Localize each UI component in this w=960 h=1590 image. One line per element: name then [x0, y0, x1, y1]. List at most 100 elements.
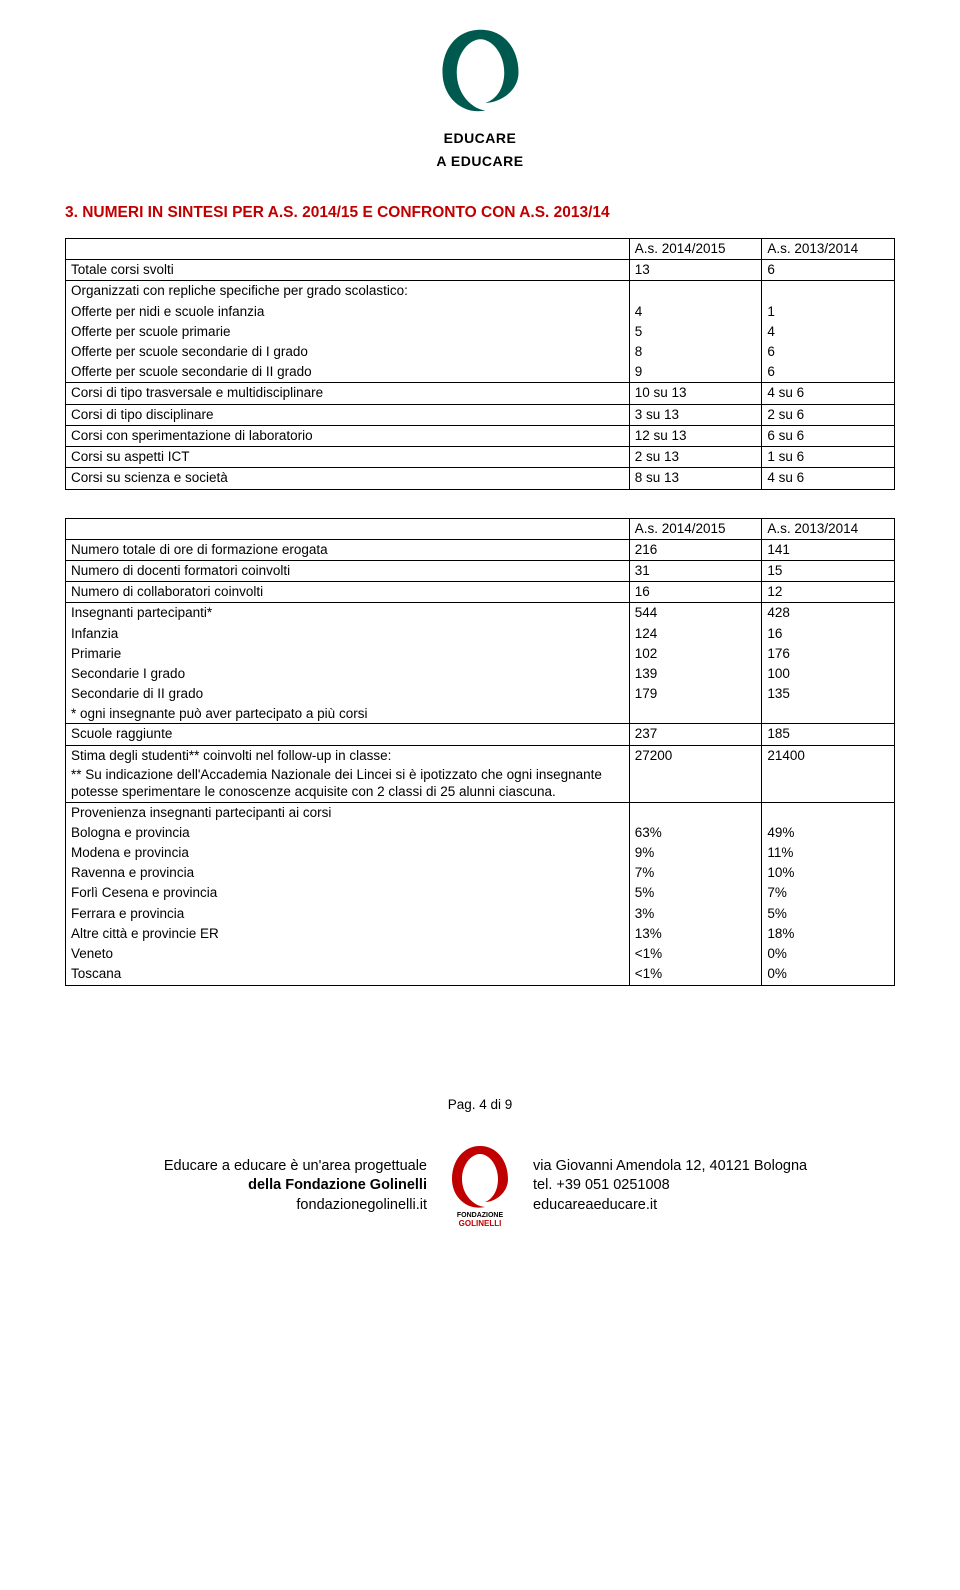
row-label: Infanzia	[66, 624, 630, 644]
table-row: * ogni insegnante può aver partecipato a…	[66, 705, 895, 724]
row-value-b	[762, 802, 895, 823]
row-value-b: 6 su 6	[762, 425, 895, 446]
table-header: A.s. 2014/2015	[629, 238, 762, 259]
row-label: * ogni insegnante può aver partecipato a…	[66, 705, 630, 724]
table-row: Modena e provincia9%11%	[66, 843, 895, 863]
summary-table-2: A.s. 2014/2015A.s. 2013/2014Numero total…	[65, 518, 895, 986]
page-footer: Educare a educare è un'area progettuale …	[65, 1144, 895, 1229]
row-value-b: 141	[762, 539, 895, 560]
row-value-b: 16	[762, 624, 895, 644]
row-value-a: 31	[629, 560, 762, 581]
table-row: ** Su indicazione dell'Accademia Naziona…	[66, 766, 895, 802]
summary-table-1: A.s. 2014/2015A.s. 2013/2014Totale corsi…	[65, 238, 895, 490]
row-value-b: 12	[762, 582, 895, 603]
footer-left-line2: della Fondazione Golinelli	[65, 1176, 427, 1196]
row-value-a: <1%	[629, 964, 762, 985]
table-row: Altre città e provincie ER13%18%	[66, 924, 895, 944]
row-value-b: 135	[762, 684, 895, 704]
table-row: Bologna e provincia63%49%	[66, 823, 895, 843]
row-value-a: 102	[629, 644, 762, 664]
row-label: Secondarie I grado	[66, 664, 630, 684]
row-value-a: 216	[629, 539, 762, 560]
row-value-a: 179	[629, 684, 762, 704]
row-label: ** Su indicazione dell'Accademia Naziona…	[66, 766, 630, 802]
row-value-a	[629, 281, 762, 302]
row-value-b: 21400	[762, 745, 895, 766]
table-row: Secondarie I grado139100	[66, 664, 895, 684]
row-value-b	[762, 281, 895, 302]
row-label: Altre città e provincie ER	[66, 924, 630, 944]
row-value-b: 185	[762, 724, 895, 745]
footer-left: Educare a educare è un'area progettuale …	[65, 1157, 427, 1216]
row-value-b: 4	[762, 322, 895, 342]
row-value-a: 4	[629, 302, 762, 322]
row-label: Numero totale di ore di formazione eroga…	[66, 539, 630, 560]
row-value-b: 6	[762, 342, 895, 362]
row-value-a: 13	[629, 260, 762, 281]
row-value-b: 0%	[762, 964, 895, 985]
row-label: Organizzati con repliche specifiche per …	[66, 281, 630, 302]
logo-text-line1: EDUCARE	[65, 129, 895, 148]
row-value-a: 3%	[629, 904, 762, 924]
row-value-a: 5%	[629, 883, 762, 903]
table-row: Offerte per scuole secondarie di II grad…	[66, 362, 895, 383]
table-row: Infanzia12416	[66, 624, 895, 644]
row-value-a: 124	[629, 624, 762, 644]
row-label: Offerte per scuole secondarie di II grad…	[66, 362, 630, 383]
row-label: Modena e provincia	[66, 843, 630, 863]
row-label: Offerte per nidi e scuole infanzia	[66, 302, 630, 322]
footer-right: via Giovanni Amendola 12, 40121 Bologna …	[533, 1157, 895, 1216]
row-value-a: 237	[629, 724, 762, 745]
row-value-a	[629, 802, 762, 823]
row-value-b: 15	[762, 560, 895, 581]
row-label: Numero di docenti formatori coinvolti	[66, 560, 630, 581]
row-value-a: 5	[629, 322, 762, 342]
row-value-b: 11%	[762, 843, 895, 863]
row-value-b: 10%	[762, 863, 895, 883]
row-label: Stima degli studenti** coinvolti nel fol…	[66, 745, 630, 766]
table-row: Provenienza insegnanti partecipanti ai c…	[66, 802, 895, 823]
table-header: A.s. 2014/2015	[629, 518, 762, 539]
table-row: Primarie102176	[66, 644, 895, 664]
row-value-b: 7%	[762, 883, 895, 903]
footer-right-line2: tel. +39 051 0251008	[533, 1176, 895, 1196]
row-value-b: 49%	[762, 823, 895, 843]
row-label: Toscana	[66, 964, 630, 985]
row-value-a: 139	[629, 664, 762, 684]
table-row: Stima degli studenti** coinvolti nel fol…	[66, 745, 895, 766]
row-label: Insegnanti partecipanti*	[66, 603, 630, 624]
table-row: Insegnanti partecipanti*544428	[66, 603, 895, 624]
table-row: Organizzati con repliche specifiche per …	[66, 281, 895, 302]
row-value-a: 9%	[629, 843, 762, 863]
footer-logo: FONDAZIONE GOLINELLI	[445, 1144, 515, 1229]
row-value-a: 63%	[629, 823, 762, 843]
row-value-a	[629, 766, 762, 802]
footer-logo-label2: GOLINELLI	[459, 1219, 502, 1228]
row-value-a: 8	[629, 342, 762, 362]
row-value-b: 5%	[762, 904, 895, 924]
table-row: Secondarie di II grado179135	[66, 684, 895, 704]
row-label: Forlì Cesena e provincia	[66, 883, 630, 903]
section-title: 3. NUMERI IN SINTESI PER A.S. 2014/15 E …	[65, 203, 895, 224]
row-value-a: 27200	[629, 745, 762, 766]
table-row: Numero di docenti formatori coinvolti311…	[66, 560, 895, 581]
row-label: Secondarie di II grado	[66, 684, 630, 704]
row-value-a: 544	[629, 603, 762, 624]
table-row: Corsi con sperimentazione di laboratorio…	[66, 425, 895, 446]
row-label: Corsi su scienza e società	[66, 468, 630, 489]
table-row: Ravenna e provincia7%10%	[66, 863, 895, 883]
row-value-a: 7%	[629, 863, 762, 883]
table-row: Totale corsi svolti136	[66, 260, 895, 281]
row-value-a: 3 su 13	[629, 404, 762, 425]
row-label: Ferrara e provincia	[66, 904, 630, 924]
table-row: Offerte per scuole primarie54	[66, 322, 895, 342]
row-value-b: 6	[762, 362, 895, 383]
row-label: Primarie	[66, 644, 630, 664]
row-value-b: 4 su 6	[762, 468, 895, 489]
table-row: Offerte per nidi e scuole infanzia41	[66, 302, 895, 322]
row-label: Provenienza insegnanti partecipanti ai c…	[66, 802, 630, 823]
row-value-b: 428	[762, 603, 895, 624]
logo-text-line2: A EDUCARE	[65, 152, 895, 171]
row-label: Corsi su aspetti ICT	[66, 447, 630, 468]
row-label: Totale corsi svolti	[66, 260, 630, 281]
